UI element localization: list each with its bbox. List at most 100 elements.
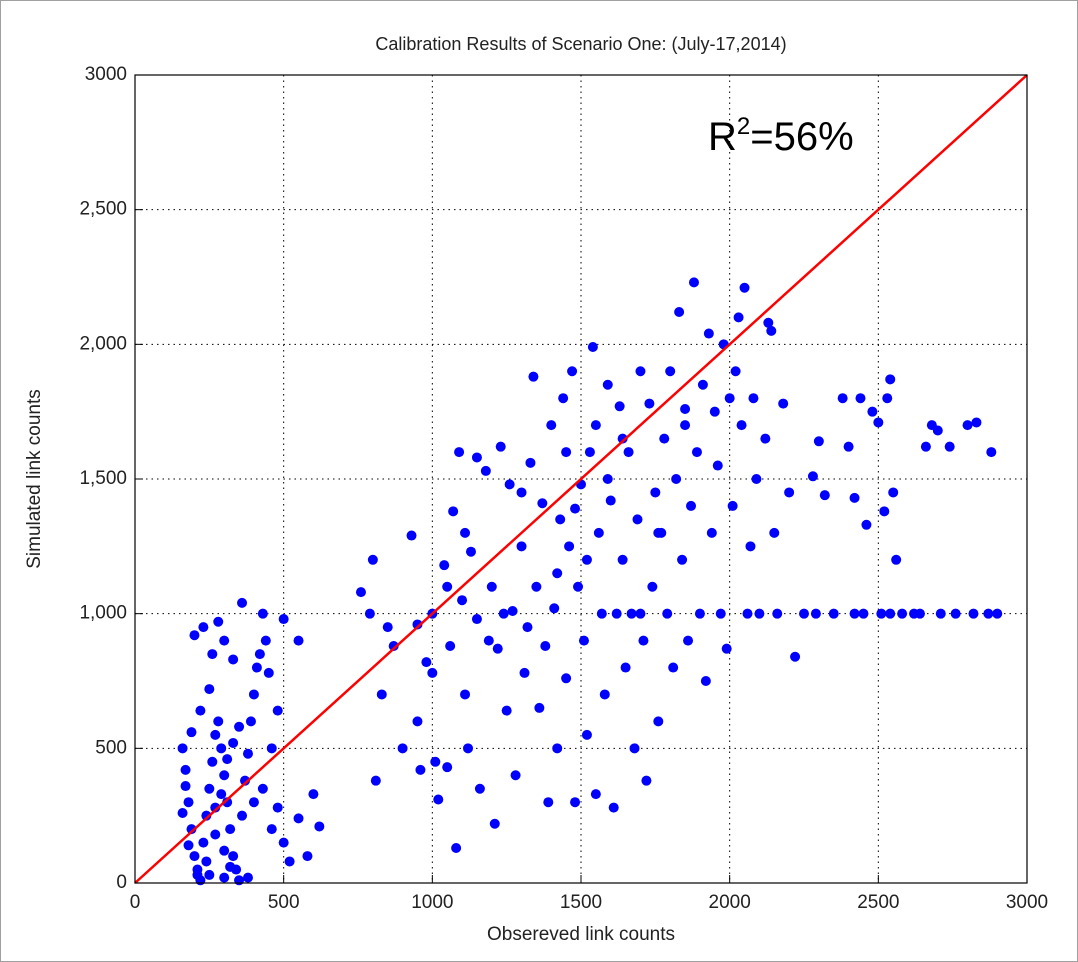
point bbox=[415, 764, 426, 775]
point bbox=[207, 756, 218, 767]
point bbox=[254, 649, 265, 660]
y-tick-label: 2,000 bbox=[79, 333, 127, 354]
point bbox=[748, 393, 759, 404]
point bbox=[376, 689, 387, 700]
point bbox=[641, 775, 652, 786]
point bbox=[257, 783, 268, 794]
point bbox=[858, 608, 869, 619]
point bbox=[186, 727, 197, 738]
point bbox=[578, 635, 589, 646]
point bbox=[626, 608, 637, 619]
point bbox=[537, 498, 548, 509]
point bbox=[581, 554, 592, 565]
reference-line bbox=[134, 74, 1028, 884]
point bbox=[733, 312, 744, 323]
point bbox=[674, 307, 685, 318]
point bbox=[638, 635, 649, 646]
point bbox=[225, 824, 236, 835]
point bbox=[278, 837, 289, 848]
point bbox=[198, 622, 209, 633]
point bbox=[828, 608, 839, 619]
point bbox=[260, 635, 271, 646]
point bbox=[177, 743, 188, 754]
point bbox=[691, 447, 702, 458]
point bbox=[986, 447, 997, 458]
point bbox=[228, 654, 239, 665]
point bbox=[567, 366, 578, 377]
point bbox=[204, 684, 215, 695]
point bbox=[849, 608, 860, 619]
point bbox=[234, 721, 245, 732]
point bbox=[668, 662, 679, 673]
point bbox=[237, 810, 248, 821]
point bbox=[790, 651, 801, 662]
point bbox=[272, 802, 283, 813]
point bbox=[263, 667, 274, 678]
point bbox=[745, 541, 756, 552]
point bbox=[873, 417, 884, 428]
point bbox=[992, 608, 1003, 619]
point bbox=[602, 474, 613, 484]
y-tick-label: 500 bbox=[95, 737, 127, 758]
point bbox=[882, 393, 893, 404]
point bbox=[510, 770, 521, 781]
point bbox=[308, 789, 319, 800]
point bbox=[885, 374, 896, 385]
point bbox=[222, 754, 233, 765]
y-tick-label: 0 bbox=[116, 872, 127, 893]
point bbox=[944, 441, 955, 452]
point bbox=[367, 554, 378, 565]
x-tick-label: 3000 bbox=[1006, 892, 1048, 913]
point bbox=[784, 487, 795, 498]
point bbox=[248, 689, 259, 700]
point bbox=[659, 433, 670, 444]
point bbox=[635, 608, 646, 619]
point bbox=[703, 328, 714, 339]
point bbox=[819, 490, 830, 501]
point bbox=[543, 797, 554, 808]
point bbox=[623, 447, 634, 458]
point bbox=[302, 851, 313, 862]
point bbox=[686, 500, 697, 511]
point bbox=[186, 824, 197, 835]
point bbox=[605, 495, 616, 506]
point bbox=[706, 527, 717, 538]
point bbox=[662, 608, 673, 619]
point bbox=[867, 406, 878, 417]
point bbox=[599, 689, 610, 700]
y-tick-label: 3000 bbox=[85, 64, 127, 85]
point bbox=[694, 608, 705, 619]
point bbox=[876, 608, 887, 619]
point bbox=[433, 794, 444, 805]
x-tick-label: 0 bbox=[130, 892, 141, 913]
point bbox=[528, 371, 539, 382]
point bbox=[216, 789, 227, 800]
point bbox=[460, 689, 471, 700]
point bbox=[210, 829, 221, 840]
point bbox=[561, 673, 572, 684]
point bbox=[778, 398, 789, 409]
point bbox=[442, 581, 453, 592]
point bbox=[486, 581, 497, 592]
point bbox=[412, 619, 423, 630]
point bbox=[724, 393, 735, 404]
annotation: R2=56% bbox=[708, 113, 854, 159]
point bbox=[355, 587, 366, 598]
point bbox=[558, 393, 569, 404]
point bbox=[665, 366, 676, 377]
point bbox=[483, 635, 494, 646]
y-tick-label: 2,500 bbox=[79, 199, 127, 220]
point bbox=[180, 764, 191, 775]
point bbox=[810, 608, 821, 619]
point bbox=[590, 420, 601, 431]
point bbox=[370, 775, 381, 786]
point bbox=[293, 635, 304, 646]
point bbox=[465, 546, 476, 557]
point bbox=[968, 608, 979, 619]
point bbox=[813, 436, 824, 447]
point bbox=[766, 325, 777, 336]
point bbox=[617, 554, 628, 565]
point bbox=[189, 851, 200, 862]
point bbox=[245, 716, 256, 727]
